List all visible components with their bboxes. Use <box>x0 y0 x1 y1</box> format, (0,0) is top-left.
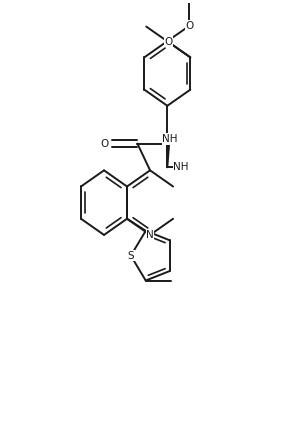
Text: NH: NH <box>162 134 178 144</box>
Text: O: O <box>164 37 172 47</box>
Text: N: N <box>146 230 154 240</box>
Text: S: S <box>128 251 134 261</box>
Text: NH: NH <box>174 162 189 172</box>
Text: O: O <box>185 21 193 31</box>
Text: O: O <box>100 139 108 149</box>
